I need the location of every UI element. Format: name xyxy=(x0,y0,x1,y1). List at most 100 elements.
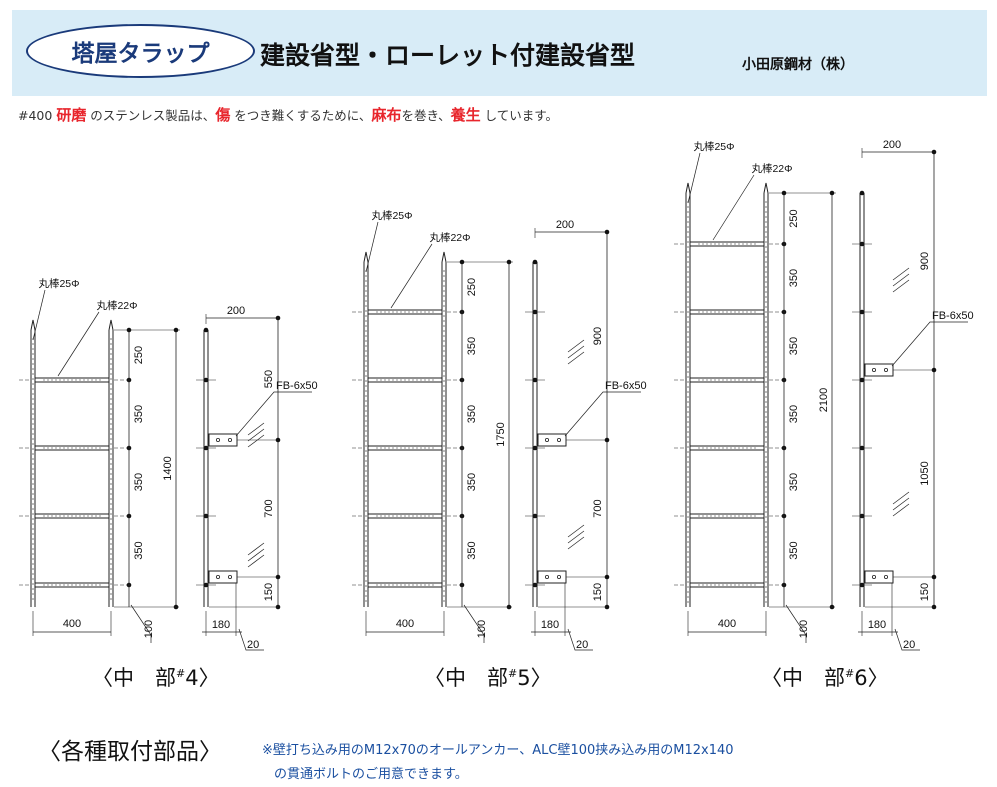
ladder-4-fb-bolt xyxy=(227,575,232,580)
caption-ladder-6: 〈中 部#6〉 xyxy=(761,666,889,690)
ladder-6-side-dim-dot xyxy=(931,574,937,580)
ladder-6-fb-bolt xyxy=(884,367,889,372)
ladder-6-rod25-label: 丸棒25Φ xyxy=(693,140,734,153)
ladder-4-fb-bracket xyxy=(208,570,238,584)
note-text-1: #400 xyxy=(18,108,57,123)
ladder-5-fb-label: FB-6x50 xyxy=(605,380,647,392)
ladder-4-bottom-leader xyxy=(130,604,152,643)
note-highlight-protect: 養生 xyxy=(450,106,481,124)
ladder-6-side-dim-label: 1050 xyxy=(919,461,931,485)
ladder-6-spacing-label: 350 xyxy=(788,337,800,355)
ladder-6-spacing-label: 350 xyxy=(788,473,800,491)
ladder-6-break-slash xyxy=(892,497,910,511)
ladder-4-rod25-label: 丸棒25Φ xyxy=(38,277,79,290)
ladder-5-break-slash xyxy=(567,339,585,353)
ladder-4-left-rail-tip xyxy=(30,319,36,331)
ladder-4-fb-bolt xyxy=(215,575,220,580)
ladder-5-spacing-label: 350 xyxy=(466,337,478,355)
ladder-4-side-rung-dot xyxy=(203,327,209,333)
caption-ladder-4: 〈中 部#4〉 xyxy=(92,666,220,690)
ladder-4-spacing-label: 350 xyxy=(133,541,145,559)
ladder-4-total-label: 1400 xyxy=(162,456,174,480)
ladder-5-break-slash xyxy=(567,530,585,544)
ladder-5-total-label: 1750 xyxy=(495,422,507,446)
ladder-5-side-gap-label: 20 xyxy=(576,639,588,651)
ladder-5-break-slash xyxy=(567,351,585,365)
ladder-4-rod25-leader xyxy=(32,289,46,341)
ladder-5-top-dim-dot xyxy=(459,259,465,265)
ladder-6-rod22-leader xyxy=(712,174,755,241)
ladder-5-side-rung-dot xyxy=(532,259,538,265)
ladder-5-side-dim-dot xyxy=(604,437,610,443)
ladder-6-spacing-label: 250 xyxy=(788,209,800,227)
ladder-4-break-slash xyxy=(247,434,265,448)
ladder-6-spacing-label: 350 xyxy=(788,269,800,287)
ladder-4-break-slash xyxy=(247,548,265,562)
ladder-5-side-gap-leader xyxy=(567,628,593,651)
ladder-5-fb-leader xyxy=(564,391,641,437)
ladder-5-break-slash xyxy=(567,536,585,550)
ladder-6-left-rail-tip xyxy=(685,182,691,194)
ladder-6-side-bottom-label: 180 xyxy=(868,619,886,631)
ladder-4-spacing-label: 350 xyxy=(133,473,145,491)
ladder-5-fb-bolt xyxy=(545,437,550,442)
ladder-6-fb-bolt xyxy=(872,367,877,372)
ladder-4-break-slash xyxy=(247,554,265,568)
ladder-6-bottom-label: 100 xyxy=(798,620,810,638)
ladder-6-fb-label: FB-6x50 xyxy=(932,310,974,322)
ladder-4-spacing-label: 250 xyxy=(133,346,145,364)
ladder-4-fb-bolt xyxy=(215,437,220,442)
ladder-6-side-top-label: 200 xyxy=(883,139,901,151)
page-title: 建設省型・ローレット付建設省型 xyxy=(260,41,636,70)
ladder-4-right-rail-tip xyxy=(108,319,114,331)
ladder-4-side-dim-dot xyxy=(275,437,281,443)
ladder-4-break-slash xyxy=(247,428,265,442)
ladder-6-side-dim-dot xyxy=(931,367,937,373)
ladder-5-width-label: 400 xyxy=(396,618,414,630)
ladder-6-top-dim-dot xyxy=(781,190,787,196)
ladder-4-rod22-label: 丸棒22Φ xyxy=(96,299,137,312)
ladder-6-break-slash xyxy=(892,503,910,517)
note-text-2: のステンレス製品は、 xyxy=(86,108,216,123)
ladder-5-side-dim-label: 700 xyxy=(592,499,604,517)
note-highlight-polish: 研磨 xyxy=(56,106,87,124)
ladder-6-total-dim-dot xyxy=(829,190,835,196)
ladder-5-side-dim-label: 150 xyxy=(592,583,604,601)
ladder-5-fb-bolt xyxy=(557,437,562,442)
ladder-4-break-slash xyxy=(247,422,265,436)
ladder-5-rod25-label: 丸棒25Φ xyxy=(371,209,412,222)
ladder-5-break-slash xyxy=(567,345,585,359)
note-highlight-scratch: 傷 xyxy=(215,106,231,124)
ladder-5-rod22-label: 丸棒22Φ xyxy=(429,231,470,244)
ladder-6-fb-leader xyxy=(891,321,968,367)
note-text-5: しています。 xyxy=(480,108,558,123)
ladder-5-break-slash xyxy=(567,524,585,538)
ladder-4-side-gap-leader xyxy=(238,628,264,651)
ladder-6-fb-bracket xyxy=(864,363,894,377)
ladder-5-side-dim-dot xyxy=(604,229,610,235)
ladder-6-side-dim-label: 150 xyxy=(919,583,931,601)
ladder-4-side-bottom-label: 180 xyxy=(212,619,230,631)
ladder-4-side-dim-label: 550 xyxy=(263,370,275,388)
ladder-5-side-dim-dot xyxy=(604,574,610,580)
ladder-6-break-slash xyxy=(892,267,910,281)
ladder-6-bottom-leader xyxy=(785,604,807,643)
ladder-6-fb-bolt xyxy=(872,575,877,580)
parts-note: ※壁打ち込み用のM12x70のオールアンカー、ALC壁100挟み込み用のM12x… xyxy=(262,739,902,787)
note-highlight-linen: 麻布 xyxy=(371,106,402,124)
ladder-5-spacing-label: 250 xyxy=(466,278,478,296)
ladder-4-side-dim-label: 700 xyxy=(263,499,275,517)
caption-ladder-5: 〈中 部#5〉 xyxy=(424,666,552,690)
note-text-3: をつき難くするために、 xyxy=(230,108,372,123)
parts-note-line-2: の貫通ボルトのご用意できます。 xyxy=(274,767,468,782)
ladder-6-break-slash xyxy=(892,279,910,293)
ladder-5-total-dim-dot xyxy=(506,259,512,265)
ladder-5-fb-bracket xyxy=(537,433,567,447)
ladder-5-rod25-leader xyxy=(365,221,379,273)
ladder-4-side-dim-dot xyxy=(275,315,281,321)
ladder-4-width-label: 400 xyxy=(63,618,81,630)
ladder-6-fb-bracket xyxy=(864,570,894,584)
product-badge: 塔屋タラップ xyxy=(26,24,255,78)
ladder-5-fb-bracket xyxy=(537,570,567,584)
parts-note-line-1: ※壁打ち込み用のM12x70のオールアンカー、ALC壁100挟み込み用のM12x… xyxy=(262,743,734,758)
